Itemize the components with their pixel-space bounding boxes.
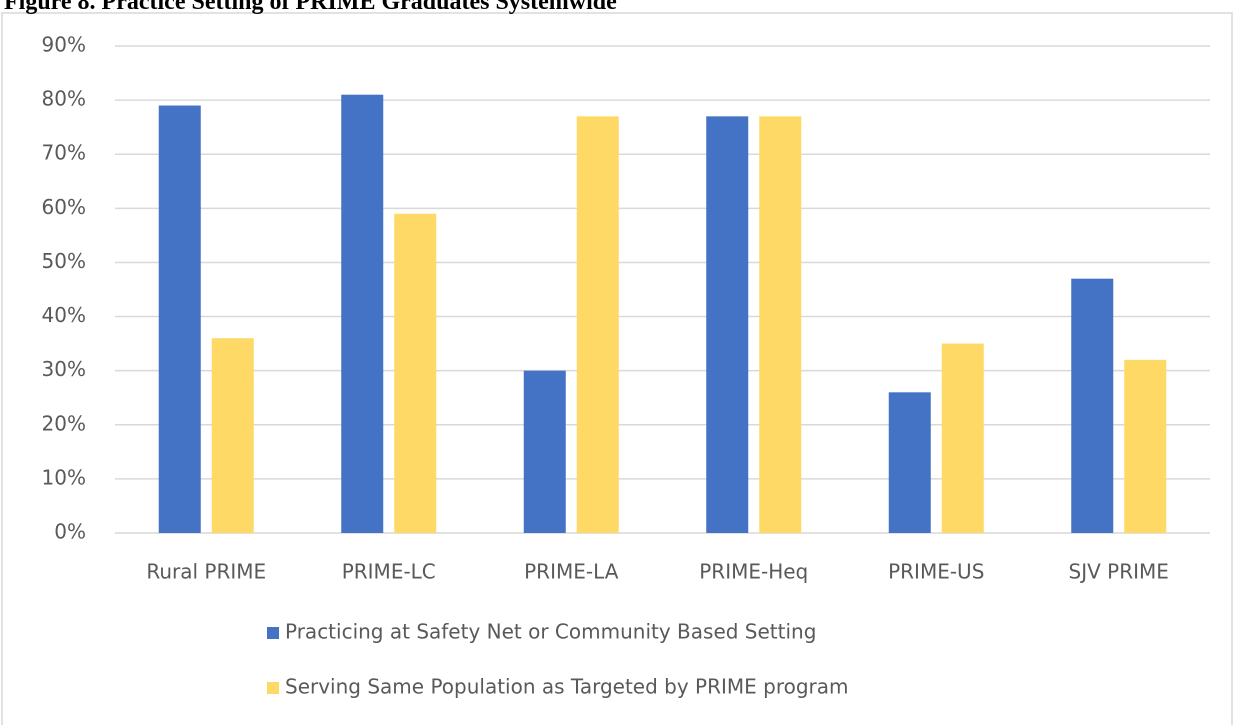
bar: [706, 116, 749, 533]
bar: [394, 213, 437, 533]
y-tick-label: 20%: [42, 411, 86, 435]
bar: [888, 392, 931, 533]
bar: [211, 338, 254, 533]
y-tick-label: 90%: [42, 33, 86, 57]
y-tick-label: 40%: [42, 303, 86, 327]
y-tick-label: 50%: [42, 249, 86, 273]
bar: [158, 105, 201, 534]
x-tick-label: PRIME-US: [888, 560, 984, 584]
y-tick-label: 60%: [42, 195, 86, 219]
y-tick-label: 0%: [54, 520, 86, 544]
bar: [941, 343, 984, 533]
x-tick-label: PRIME-LC: [342, 560, 436, 584]
x-tick-label: SJV PRIME: [1069, 560, 1169, 584]
legend-label: Serving Same Population as Targeted by P…: [285, 675, 849, 699]
bar: [1071, 278, 1114, 533]
bar: [759, 116, 802, 533]
y-tick-label: 70%: [42, 141, 86, 165]
y-tick-label: 80%: [42, 87, 86, 111]
bar: [576, 116, 619, 533]
bar: [341, 94, 384, 533]
x-tick-label: Rural PRIME: [146, 560, 266, 584]
x-tick-label: PRIME-LA: [524, 560, 619, 584]
y-tick-label: 30%: [42, 357, 86, 381]
y-tick-label: 10%: [42, 465, 86, 489]
bar: [1124, 359, 1167, 533]
bar: [523, 370, 566, 533]
legend-label: Practicing at Safety Net or Community Ba…: [285, 620, 816, 644]
legend-swatch: [267, 627, 279, 639]
chart-title: Figure 8. Practice Setting of PRIME Grad…: [4, 0, 617, 15]
x-tick-label: PRIME-Heq: [699, 560, 808, 584]
legend-swatch: [267, 682, 279, 694]
